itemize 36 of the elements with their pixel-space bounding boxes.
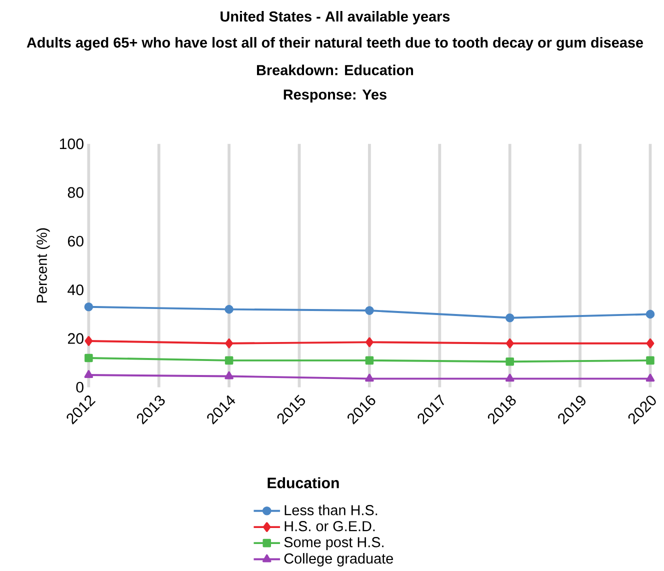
legend-label: Less than H.S. (284, 504, 378, 516)
point (506, 358, 514, 366)
legend-label: Some post H.S. (284, 537, 384, 550)
point (84, 370, 94, 378)
y-tick-label: 0 (76, 382, 84, 393)
y-tick-label: 20 (68, 333, 84, 344)
point (365, 374, 374, 382)
point (224, 356, 234, 365)
point (646, 374, 655, 382)
y-tick-label: 60 (68, 236, 84, 247)
point (84, 336, 93, 346)
legend-label: College graduate (284, 553, 394, 567)
chart-title: United States - All available years (220, 11, 450, 25)
text: Breakdown: Education (257, 64, 414, 76)
y-tick-label: 40 (68, 284, 84, 296)
point (84, 302, 94, 312)
point (366, 337, 374, 348)
point (505, 314, 514, 322)
legend-title: Education (268, 477, 339, 488)
y-axis-title: Percent (%) (36, 228, 50, 303)
y-tick-label: 100 (60, 138, 84, 150)
point (224, 305, 234, 314)
text: Response: Yes (284, 90, 386, 103)
point (505, 374, 514, 382)
y-tick-label: 80 (68, 187, 84, 198)
point (84, 354, 93, 362)
point (365, 356, 374, 365)
point (646, 356, 654, 365)
point (646, 310, 655, 319)
point (225, 338, 234, 348)
chart-subtitle: Adults aged 65+ who have lost all of their natural teeth due to tooth decay or gum disease (26, 37, 644, 51)
point (506, 338, 514, 348)
point (224, 371, 234, 380)
point (646, 338, 654, 348)
point (365, 306, 374, 316)
legend-label: H.S. or G.E.D. (284, 521, 375, 532)
